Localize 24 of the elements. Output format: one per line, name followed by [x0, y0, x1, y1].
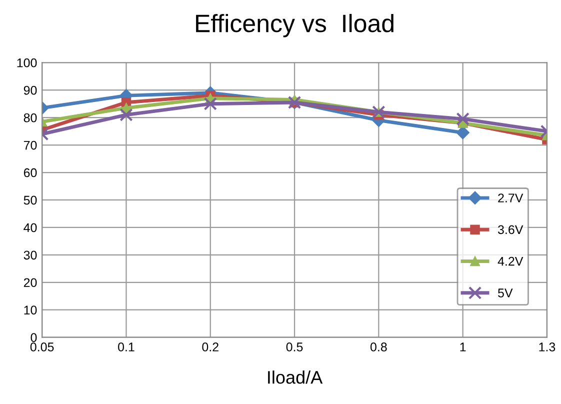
legend-label: 2.7V: [498, 194, 524, 202]
x-tick-label: 0.2: [202, 342, 218, 352]
chart-title: Efficency vs Iload: [196, 14, 394, 38]
y-tick-label: 60: [24, 168, 37, 178]
y-tick-label: 30: [24, 250, 37, 260]
y-tick-label: 0: [30, 333, 37, 342]
x-tick-label: 1: [460, 342, 466, 352]
x-tick-label: 1.3: [539, 342, 556, 352]
legend-label: 5V: [498, 288, 513, 298]
legend-label: 4.2V: [498, 256, 524, 266]
x-tick-label: 0.1: [118, 342, 134, 352]
x-tick-label: 0.05: [30, 342, 54, 352]
y-tick-label: 70: [24, 140, 37, 150]
x-axis-title: Iload/A: [268, 370, 323, 384]
legend-label: 3.6V: [498, 225, 524, 234]
y-tick-label: 40: [24, 223, 37, 232]
y-tick-label: 20: [24, 278, 37, 288]
y-tick-label: 90: [24, 86, 37, 95]
y-tick-label: 50: [24, 196, 37, 205]
x-tick-label: 0.8: [370, 342, 387, 352]
x-tick-label: 0.5: [286, 342, 303, 352]
y-tick-label: 100: [17, 58, 37, 68]
y-tick-label: 80: [24, 113, 37, 122]
y-tick-label: 10: [24, 306, 37, 315]
